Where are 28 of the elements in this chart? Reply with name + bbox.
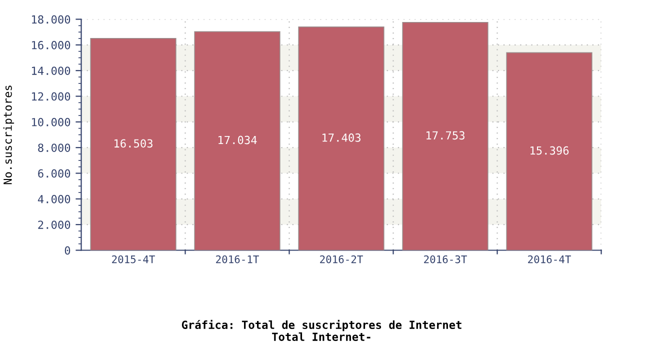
y-tick-label: 12.000: [32, 92, 70, 101]
y-tick-label: 0: [64, 246, 70, 255]
text: Total Internet-: [272, 332, 370, 341]
x-tick-label: 2016-1T: [216, 255, 259, 264]
x-tick-label: 2016-2T: [320, 255, 363, 264]
y-tick-label: 16.000: [32, 40, 70, 50]
y-tick-label: 8.000: [38, 144, 70, 152]
text: Gráfica: Total de suscriptores de Internet: [182, 320, 462, 332]
x-tick-label: 2016-3T: [424, 255, 467, 264]
bar: [194, 31, 280, 250]
data-label: 16.503: [114, 139, 152, 148]
y-tick-label: 18.000: [32, 15, 70, 24]
bar: [402, 22, 488, 250]
y-tick-label: 10.000: [32, 118, 70, 126]
bar: [298, 26, 384, 250]
bar: [506, 52, 592, 250]
y-tick-label: 14.000: [32, 66, 70, 75]
y-tick-label: 6.000: [38, 169, 70, 178]
data-label: 17.403: [322, 133, 360, 142]
y-tick-label: 4.000: [38, 194, 70, 204]
bar: [90, 38, 176, 250]
y-axis-title: No.suscriptores: [3, 86, 14, 184]
data-label: 17.034: [218, 136, 257, 144]
data-label: 17.753: [426, 131, 464, 140]
data-label: 15.396: [530, 146, 569, 155]
x-tick-label: 2016-4T: [528, 255, 571, 264]
x-tick-label: 2015-4T: [112, 255, 155, 264]
y-tick-label: 2.000: [38, 220, 70, 229]
